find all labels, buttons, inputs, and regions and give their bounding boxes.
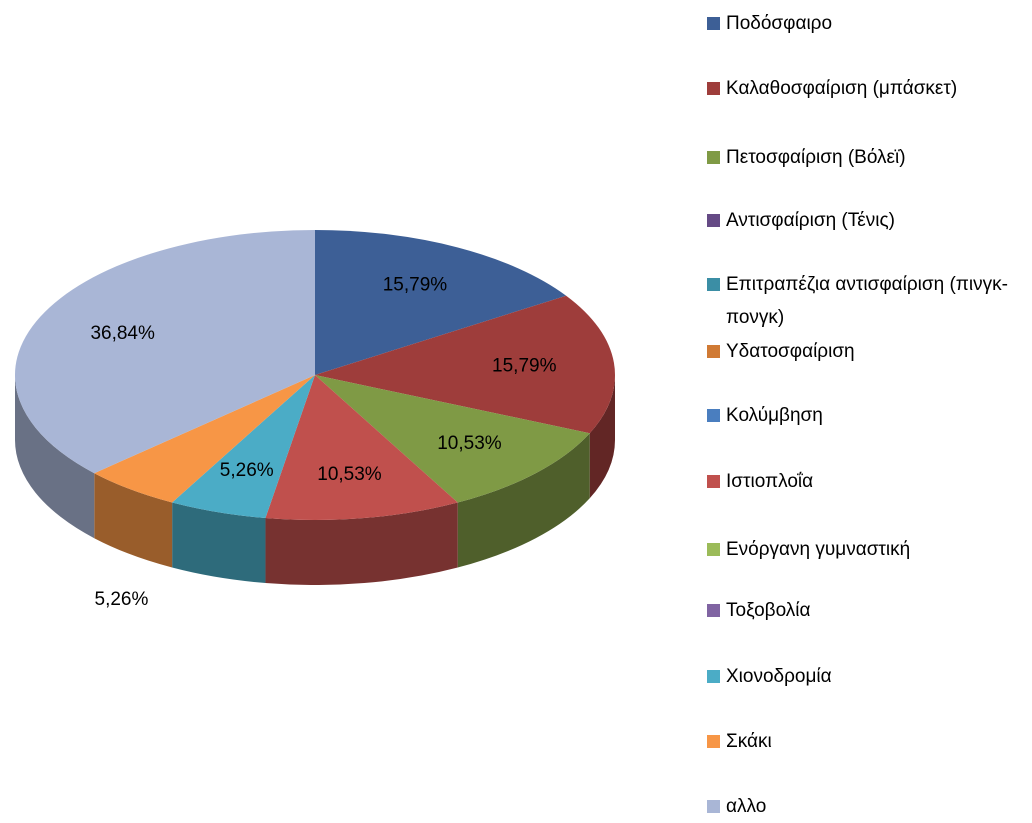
slice-side — [265, 502, 458, 585]
pie-sides — [15, 375, 615, 585]
legend-item: Ποδόσφαιρο — [707, 7, 832, 40]
legend-swatch — [707, 670, 720, 683]
data-label: 15,79% — [383, 275, 448, 296]
slice — [315, 375, 590, 503]
legend-item: Ενόργανη γυμναστική — [707, 533, 910, 566]
legend-item: Πετοσφαίριση (Βόλεϊ) — [707, 141, 906, 174]
legend-label: Χιονοδρομία — [726, 666, 832, 687]
legend-swatch — [707, 17, 720, 30]
legend-item: Καλαθοσφαίριση (μπάσκετ) — [707, 72, 957, 105]
legend-label: Σκάκι — [726, 731, 772, 752]
slice-side — [457, 433, 590, 568]
legend-swatch — [707, 800, 720, 813]
data-label: 10,53% — [317, 464, 382, 485]
legend-label: Υδατοσφαίριση — [726, 341, 855, 362]
legend-label: Πετοσφαίριση (Βόλεϊ) — [726, 147, 906, 168]
legend-label: Τοξοβολία — [726, 600, 811, 621]
slice-side — [94, 473, 173, 568]
legend-item: Κολύμβηση — [707, 399, 823, 432]
pie-labels: 15,79% 15,79% 10,53% 10,53% 5,26% 5,26% 36,84% — [90, 275, 556, 610]
legend-item: Χιονοδρομία — [707, 660, 832, 693]
legend-item: Υδατοσφαίριση — [707, 335, 855, 368]
slice — [265, 375, 458, 521]
slice — [94, 375, 315, 503]
legend-swatch — [707, 735, 720, 748]
data-label: 10,53% — [437, 433, 502, 454]
data-label: 5,26% — [220, 460, 274, 481]
legend-item: αλλο — [707, 790, 766, 823]
legend-swatch — [707, 409, 720, 422]
legend-swatch — [707, 345, 720, 358]
legend-item: Τοξοβολία — [707, 594, 811, 627]
data-label: 15,79% — [492, 356, 557, 377]
legend-item: Σκάκι — [707, 725, 772, 758]
legend-swatch — [707, 214, 720, 227]
legend-label: Αντισφαίριση (Τένις) — [726, 210, 895, 231]
legend-swatch — [707, 543, 720, 556]
data-label: 36,84% — [90, 323, 155, 344]
slice — [15, 230, 315, 474]
legend-label: Επιτραπέζια αντισφαίριση (πινγκ-πονγκ) — [726, 274, 1008, 328]
legend-label: Ενόργανη γυμναστική — [726, 539, 911, 560]
legend-item: Αντισφαίριση (Τένις) — [707, 204, 895, 237]
legend-swatch — [707, 151, 720, 164]
data-label: 5,26% — [95, 589, 149, 610]
legend-label: Ποδόσφαιρο — [726, 13, 833, 34]
pie-tops — [15, 230, 615, 521]
legend-swatch — [707, 475, 720, 488]
slice-side — [589, 375, 615, 499]
legend-swatch — [707, 82, 720, 95]
legend-label: αλλο — [726, 796, 767, 817]
slice-side — [172, 502, 266, 584]
slice — [315, 230, 567, 375]
legend-item: Επιτραπέζια αντισφαίριση (πινγκ-πονγκ) — [707, 268, 1017, 334]
legend-label: Ιστιοπλοΐα — [726, 471, 814, 492]
legend-swatch — [707, 278, 720, 291]
slice — [172, 375, 315, 519]
slice-side — [15, 375, 95, 539]
legend-label: Καλαθοσφαίριση (μπάσκετ) — [726, 78, 958, 99]
legend-label: Κολύμβηση — [726, 405, 823, 426]
legend-item: Ιστιοπλοΐα — [707, 465, 813, 498]
slice — [315, 295, 615, 434]
legend-swatch — [707, 604, 720, 617]
